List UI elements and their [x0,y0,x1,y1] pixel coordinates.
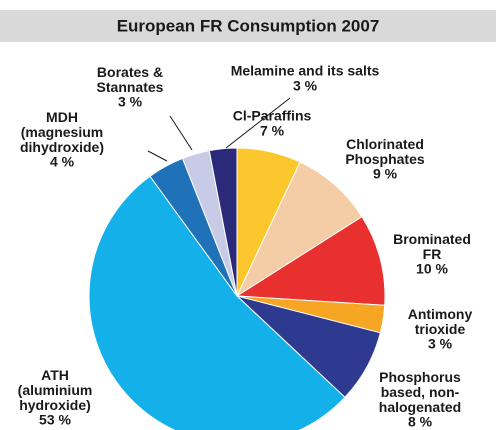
title-band [0,10,496,42]
value-label: 7 % [260,123,285,139]
slice-label: Cl-Paraffins [233,108,312,124]
pie-slice [208,147,238,297]
value-label: 3 % [293,78,318,94]
leader-line [147,150,168,162]
pie-slice [235,161,363,298]
value-label: 3 % [428,336,453,352]
pie-slice [235,216,386,306]
slice-label: Borates & Stannates [97,64,164,95]
value-label: 4 % [50,154,75,170]
value-label: 9 % [373,166,398,182]
slice-label: Phosphorus based, non-halogenated [379,369,461,415]
slice-label: MDH (magnesium dihydroxide) [20,109,104,155]
slice-label: Melamine and its salts [231,63,380,79]
slice-label: ATH (aluminium hydroxide) [18,367,93,413]
chart-title: European FR Consumption 2007 [117,16,380,35]
value-label: 8 % [408,414,433,430]
leader-line [225,97,291,149]
leader-line [169,115,193,151]
value-label: 3 % [118,94,143,110]
slice-label: Brominated FR [393,231,471,262]
slice-label: Antimony trioxide [408,306,473,337]
value-label: 53 % [39,412,71,428]
slice-label: Chlorinated Phosphates [345,136,425,167]
pie-slice [88,175,346,430]
value-label: 10 % [416,261,448,277]
